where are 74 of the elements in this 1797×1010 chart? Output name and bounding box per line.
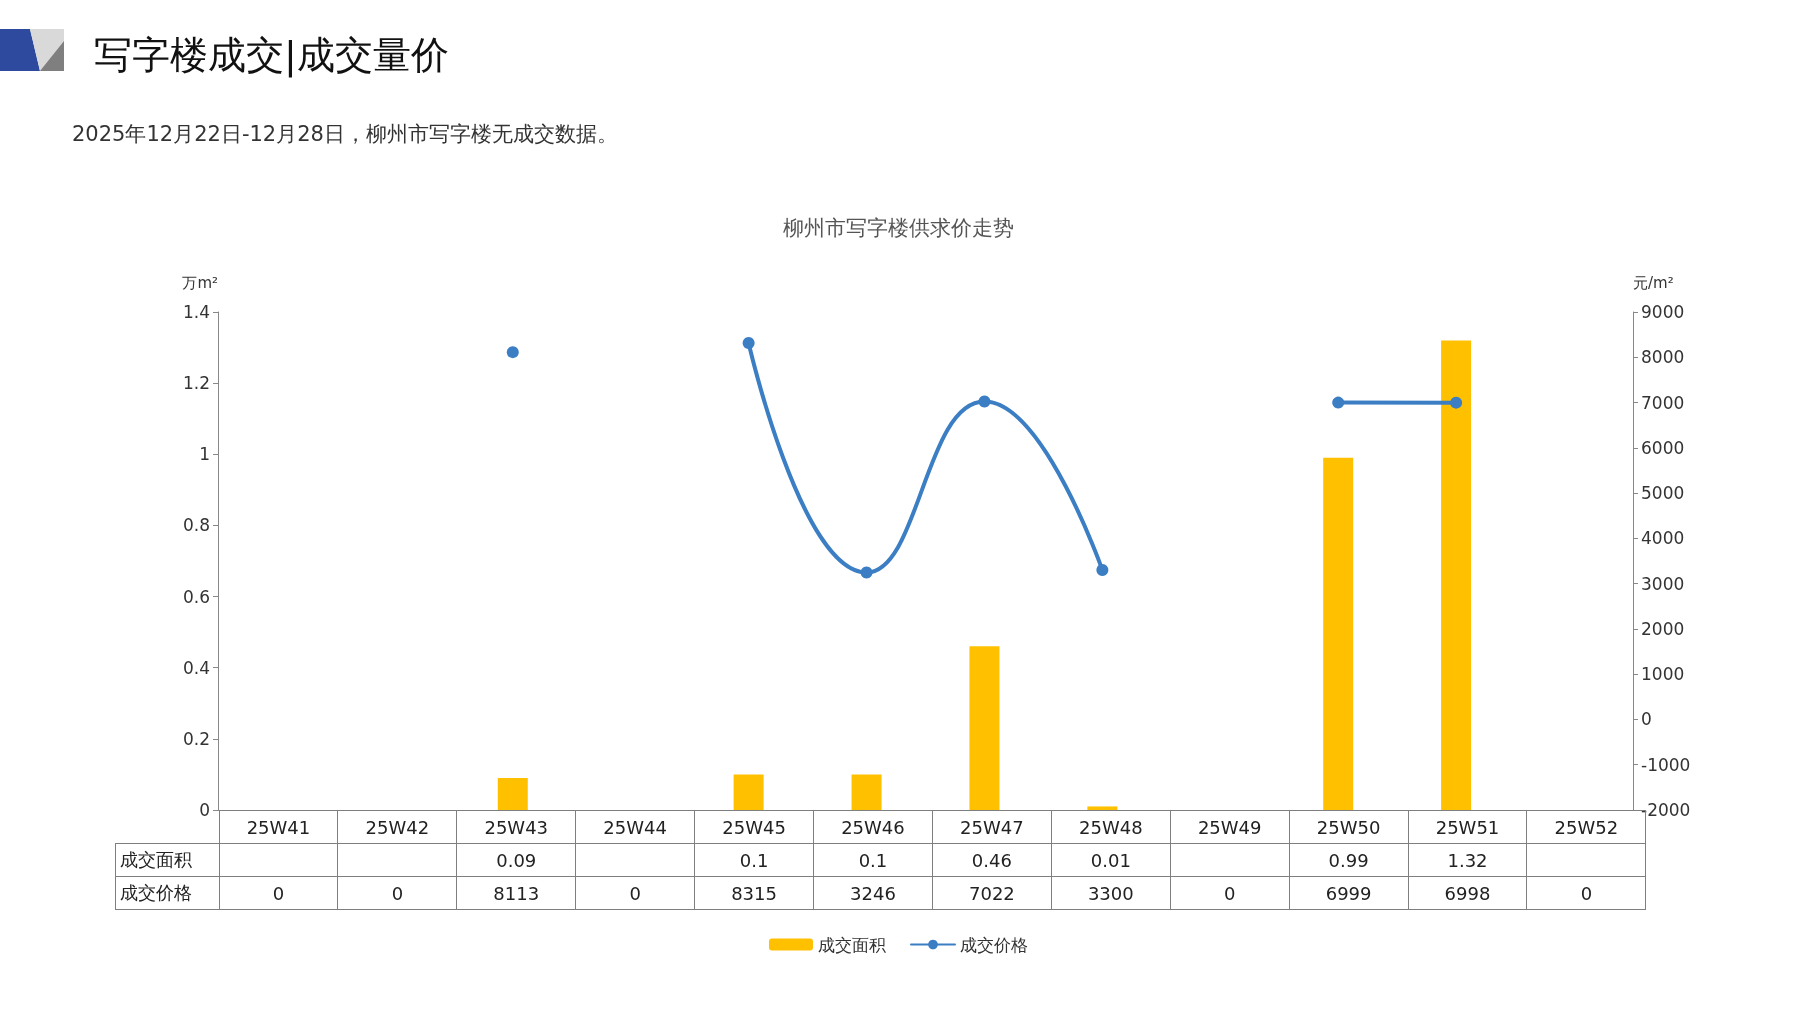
text: 0: [1580, 882, 1593, 904]
data-label: 0.1: [694, 843, 814, 877]
data-label: 6998: [1408, 876, 1527, 910]
y-tick-label: 0.4: [182, 657, 210, 678]
x-tick-label: 25W49: [1170, 810, 1290, 844]
x-tick-label: 25W47: [932, 810, 1052, 844]
y2-tick-label: 4000: [1641, 528, 1685, 549]
text: 0: [272, 882, 285, 904]
y-tick-label: 0.2: [182, 728, 210, 749]
y-axis-title: 万m²: [182, 273, 218, 292]
data-label: 1.32: [1408, 843, 1527, 877]
data-label: 0.1: [813, 843, 933, 877]
point: [1096, 564, 1109, 577]
data-label: 6999: [1289, 876, 1409, 910]
y2-tick-label: -1000: [1641, 754, 1691, 775]
point: [978, 395, 991, 408]
bar: [969, 646, 1000, 810]
y-tick-label: 0.6: [182, 586, 210, 607]
point: [860, 566, 873, 579]
text: 0: [1223, 882, 1236, 904]
text: 柳州市写字楼供求价走势: [783, 215, 1014, 240]
x-tick-label: 25W45: [694, 810, 814, 844]
text: 0: [391, 882, 404, 904]
bar: [1087, 806, 1118, 810]
y2-tick-label: 2000: [1641, 618, 1685, 639]
data-label: 0.99: [1289, 843, 1409, 877]
data-label: 0.01: [1051, 843, 1171, 877]
legend-label: 成交价格: [960, 934, 1028, 955]
text: 0: [629, 882, 641, 904]
point: [1450, 396, 1463, 409]
data-label: 8113: [456, 876, 576, 910]
y2-tick-label: 0: [1641, 709, 1652, 730]
x-tick-label: 25W48: [1051, 810, 1171, 844]
y-tick-label: 1.4: [182, 302, 210, 322]
bar: [1441, 340, 1472, 810]
chart-title: 写字楼成交|成交量价: [94, 32, 449, 80]
y-tick-label: 1.2: [182, 373, 210, 394]
bar: [497, 777, 528, 810]
data-label: 0.46: [932, 843, 1052, 877]
x-tick-label: 25W43: [456, 810, 576, 844]
x-tick-label: 25W42: [337, 810, 457, 844]
y2-tick-label: -2000: [1641, 800, 1691, 820]
data-label: 7022: [932, 876, 1052, 910]
y2-tick-label: 7000: [1641, 392, 1685, 413]
bar: [851, 774, 882, 810]
bar: [733, 774, 764, 810]
x-tick-label: 25W44: [575, 810, 695, 844]
data-label: 8315: [694, 876, 814, 910]
x-tick-label: 25W50: [1289, 810, 1409, 844]
y2-tick-label: 9000: [1641, 302, 1685, 322]
text: 成交价格: [120, 882, 192, 903]
data-label: 3300: [1051, 876, 1171, 910]
point: [1332, 396, 1345, 409]
point: [742, 337, 755, 350]
y-tick-label: 1: [199, 444, 210, 465]
bar: [1323, 457, 1354, 810]
y-tick-label: 0.8: [182, 515, 210, 536]
data-label: 3246: [813, 876, 933, 910]
y-tick-label: 0: [199, 800, 210, 820]
text: 成交面积: [120, 849, 192, 870]
y2-axis-title: 元/m²: [1633, 273, 1674, 292]
y2-tick-label: 3000: [1641, 573, 1685, 594]
y2-tick-label: 1000: [1641, 664, 1685, 685]
x-tick-label: 25W51: [1408, 810, 1527, 844]
x-tick-label: 25W41: [219, 810, 338, 844]
x-tick-label: 25W52: [1554, 816, 1619, 838]
data-label: 0.09: [456, 843, 576, 877]
y2-tick-label: 6000: [1641, 437, 1685, 458]
point: [506, 346, 519, 359]
chart-subtitle: 2025年12月22日-12月28日，柳州市写字楼无成交数据。: [72, 121, 618, 148]
x-tick-label: 25W46: [813, 810, 933, 844]
legend-label: 成交面积: [818, 934, 886, 955]
y2-tick-label: 8000: [1641, 347, 1685, 368]
y2-tick-label: 5000: [1641, 483, 1685, 504]
